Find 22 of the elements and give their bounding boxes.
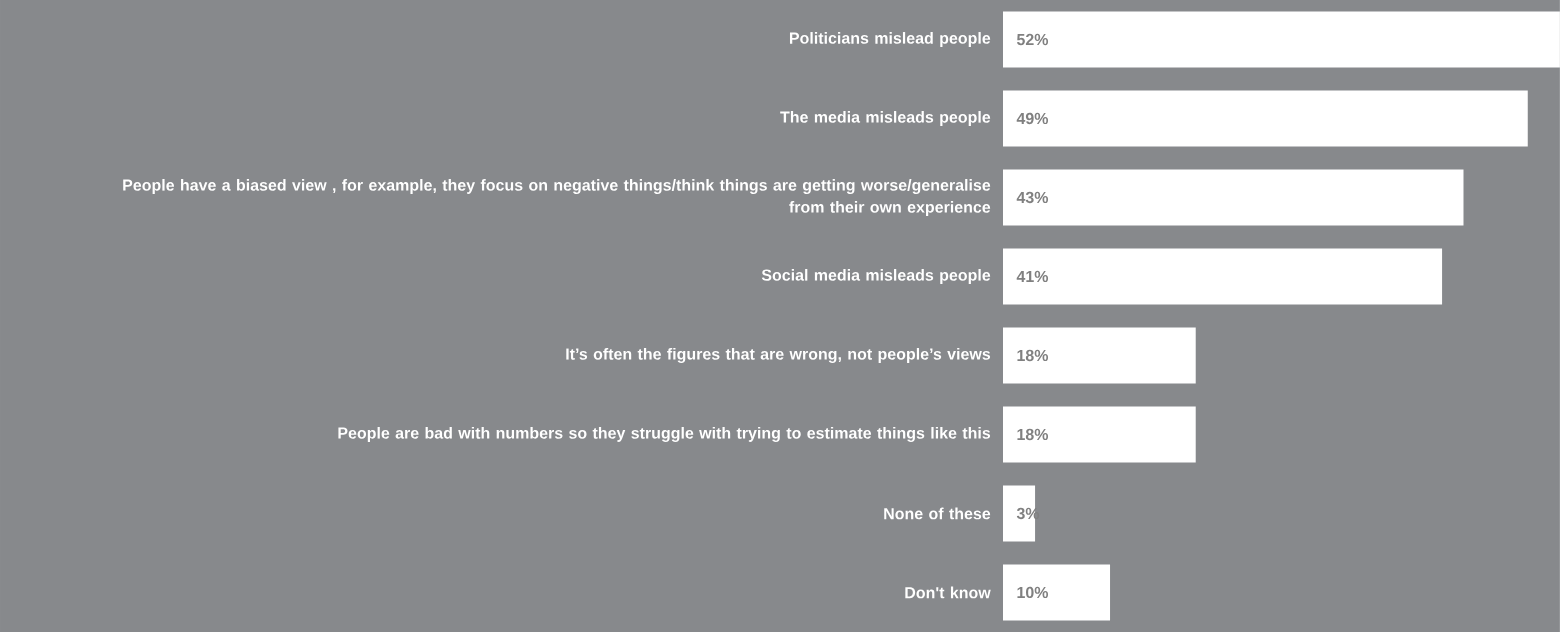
y-tick-label: Politicians mislead people — [789, 32, 991, 47]
bar — [1002, 169, 1464, 226]
y-tick-label: People are bad with numbers so they struggle with trying to estimate things like this — [338, 427, 991, 442]
data-label: 10% — [1017, 586, 1049, 599]
data-label: 18% — [1017, 349, 1049, 362]
data-label: 43% — [1016, 191, 1049, 204]
y-tick-label: The media misleads people — [780, 111, 991, 126]
data-label: 52% — [1016, 33, 1049, 46]
y-tick-label: None of these — [884, 507, 991, 520]
y-tick-label: People have a biased view , for example, they focus on negative things/think things are getting worse/generalise from their own experience — [123, 179, 991, 216]
bar — [1002, 90, 1528, 147]
y-tick-label: It’s often the figures that are wrong, not people’s views — [566, 348, 991, 363]
data-label: 49% — [1016, 112, 1049, 125]
bar — [1002, 248, 1443, 305]
data-label: 18% — [1017, 428, 1049, 441]
bar — [1002, 327, 1196, 384]
y-tick-label: Social media misleads people — [761, 269, 991, 284]
bar — [1002, 564, 1111, 621]
bar — [1002, 11, 1560, 68]
data-label: 41% — [1016, 270, 1049, 283]
y-tick-label: Don't know — [905, 586, 991, 599]
bar — [1002, 406, 1196, 463]
